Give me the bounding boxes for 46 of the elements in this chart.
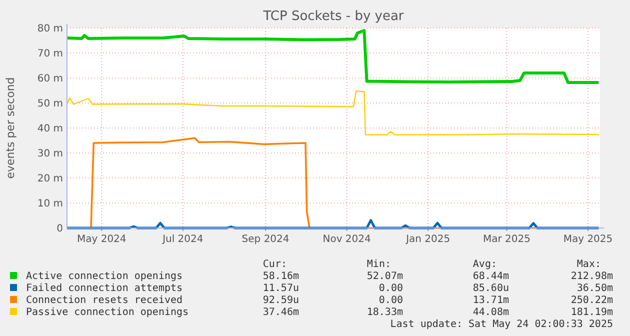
- y-tick-label: 80 m: [37, 24, 63, 34]
- text: 44.08m: [472, 307, 509, 318]
- legend-label: Failed connection attempts: [26, 283, 183, 294]
- text: 0.00: [378, 295, 403, 306]
- x-tick-label: Sep 2024: [242, 234, 290, 245]
- text: 68.44m: [472, 271, 509, 282]
- text: 250.22m: [570, 295, 613, 306]
- text: 13.71m: [472, 295, 509, 306]
- legend-label: Connection resets received: [26, 295, 183, 306]
- text: Min:: [366, 259, 391, 270]
- y-tick-label: 70 m: [37, 48, 63, 60]
- text: 92.59u: [262, 295, 299, 306]
- text: 212.98m: [570, 271, 613, 282]
- text: Max:: [576, 259, 601, 270]
- text: Avg:: [472, 259, 497, 270]
- y-tick-label: 10 m: [37, 198, 63, 210]
- x-tick-label: Nov 2024: [322, 234, 371, 245]
- y-axis-title: events per second: [4, 77, 17, 179]
- text: 52.07m: [366, 271, 403, 282]
- text: Cur:: [262, 259, 287, 270]
- y-tick-label: 20 m: [37, 174, 63, 184]
- x-tick-label: May 2024: [76, 234, 126, 245]
- y-tick-label: 50 m: [37, 98, 63, 110]
- x-tick-label: Jul 2024: [162, 234, 204, 245]
- text: 181.19m: [570, 307, 613, 318]
- y-tick-label: 30 m: [37, 148, 63, 160]
- legend-label: Passive connection openings: [26, 307, 189, 318]
- text: 11.57u: [262, 283, 299, 294]
- x-tick-label: Mar 2025: [482, 234, 530, 245]
- text: 58.16m: [262, 271, 299, 282]
- text: Last update: Sat May 24 02:00:33 2025: [390, 319, 613, 330]
- text: 37.46m: [262, 307, 299, 318]
- text: 0.00: [378, 283, 403, 294]
- chart-title: TCP Sockets - by year: [262, 9, 404, 24]
- text: 18.33m: [366, 307, 403, 318]
- y-tick-label: 60 m: [37, 74, 63, 84]
- y-tick-label: 40 m: [37, 124, 63, 134]
- line-series: [66, 219, 600, 230]
- y-tick-label: 0: [56, 224, 63, 234]
- x-tick-label: May 2025: [563, 234, 613, 245]
- legend-label: Active connection openings: [26, 271, 183, 282]
- text: 85.60u: [472, 283, 509, 294]
- line-series: [66, 90, 600, 136]
- x-tick-label: Jan 2025: [405, 234, 450, 245]
- text: 36.50m: [576, 283, 613, 294]
- line-series: [66, 29, 600, 84]
